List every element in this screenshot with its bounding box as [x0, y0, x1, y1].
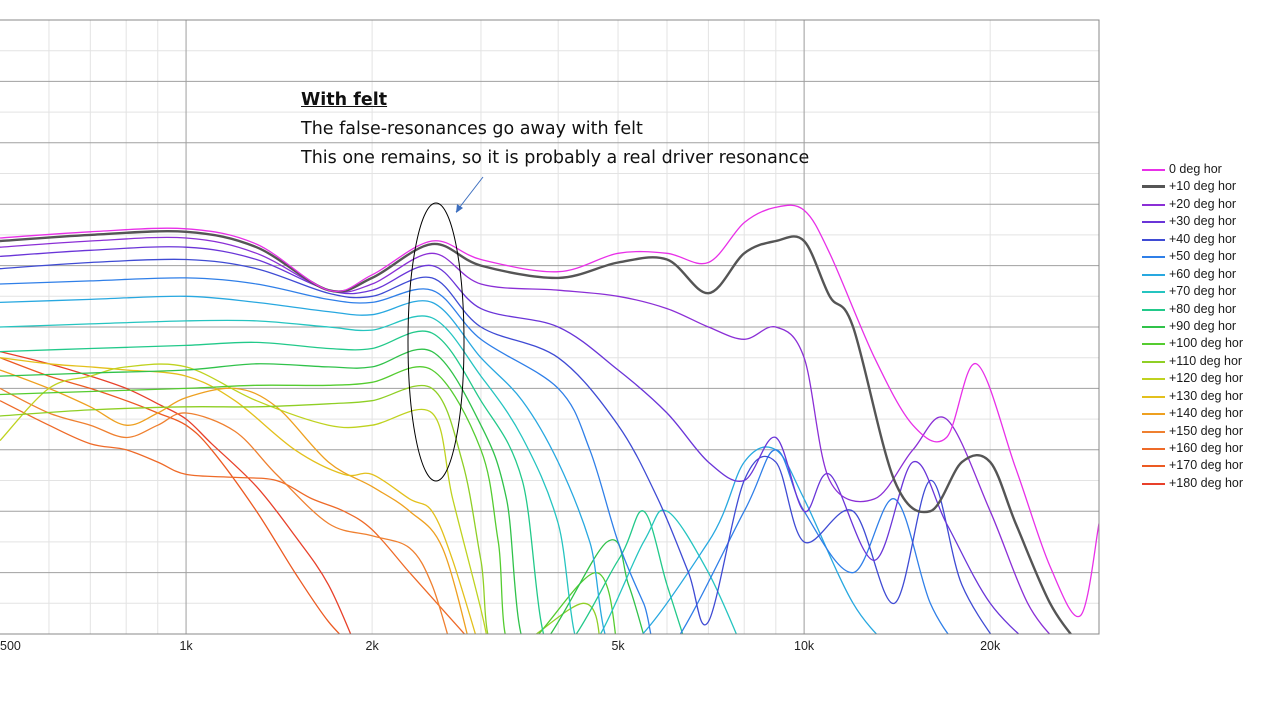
legend-entry: +40 deg hor — [1139, 231, 1279, 248]
legend-label: +90 deg hor — [1169, 318, 1237, 333]
legend-entry: +60 deg hor — [1139, 266, 1279, 283]
annotation-text-block: With felt The false-resonances go away w… — [301, 86, 809, 173]
legend-entry: +80 deg hor — [1139, 301, 1279, 318]
x-tick-label: 2k — [366, 639, 380, 653]
annotation-title: With felt — [301, 90, 388, 110]
legend-swatch — [1142, 482, 1165, 485]
legend-swatch — [1142, 465, 1165, 468]
series-line — [0, 357, 341, 634]
x-tick-label: 1k — [179, 639, 193, 653]
legend-entry: +150 deg hor — [1139, 423, 1279, 440]
legend-entry: +10 deg hor — [1139, 178, 1279, 195]
series-line — [0, 387, 449, 634]
legend-swatch — [1142, 343, 1165, 346]
series-line — [0, 204, 1099, 618]
series-line — [0, 258, 992, 634]
legend-label: +180 deg hor — [1169, 475, 1244, 490]
series-line — [0, 236, 1051, 634]
legend-swatch — [1142, 360, 1165, 363]
legend-entry: +50 deg hor — [1139, 248, 1279, 265]
series-line — [0, 330, 684, 634]
legend-label: 0 deg hor — [1169, 162, 1222, 176]
series-line — [0, 357, 477, 634]
x-tick-label: 500 — [0, 639, 21, 653]
legend-swatch — [1142, 378, 1165, 381]
x-tick-label: 20k — [980, 639, 1001, 653]
annotation-arrow-head — [456, 204, 463, 213]
legend-swatch — [1142, 203, 1165, 206]
x-tick-label: 5k — [611, 639, 625, 653]
series-line — [0, 363, 488, 634]
legend-label: +30 deg hor — [1169, 214, 1237, 229]
x-tick-label: 10k — [794, 639, 815, 653]
legend-swatch — [1142, 169, 1165, 171]
legend: 0 deg hor +10 deg hor +20 deg hor +30 deg h… — [1139, 161, 1279, 492]
x-axis-tick-labels: 500 1k 2k 5k 10k 20k — [0, 639, 1001, 653]
legend-swatch — [1142, 413, 1165, 416]
legend-swatch — [1142, 308, 1165, 311]
legend-label: +100 deg hor — [1169, 336, 1244, 351]
legend-swatch — [1142, 273, 1165, 276]
series-line — [0, 400, 466, 634]
legend-entry: +160 deg hor — [1139, 440, 1279, 457]
legend-swatch — [1142, 185, 1165, 189]
plot-frame — [0, 19, 1100, 635]
legend-entry: +90 deg hor — [1139, 318, 1279, 335]
annotation-overlay — [407, 176, 484, 482]
annotation-arrow-line — [455, 176, 484, 213]
legend-entry: +120 deg hor — [1139, 370, 1279, 387]
legend-swatch — [1142, 256, 1165, 259]
annotation-line-1: The false-resonances go away with felt — [301, 119, 643, 139]
legend-swatch — [1142, 221, 1165, 224]
legend-entry: +70 deg hor — [1139, 283, 1279, 300]
legend-entry: +180 deg hor — [1139, 475, 1279, 492]
series-line — [0, 348, 645, 634]
legend-label: +150 deg hor — [1169, 423, 1244, 438]
series-line — [0, 366, 617, 634]
legend-label: +120 deg hor — [1169, 371, 1244, 386]
legend-swatch — [1142, 430, 1165, 433]
series-line — [0, 384, 600, 634]
legend-swatch — [1142, 395, 1165, 398]
legend-entry: +20 deg hor — [1139, 196, 1279, 213]
legend-swatch — [1142, 291, 1165, 294]
legend-label: +140 deg hor — [1169, 406, 1244, 421]
legend-swatch — [1142, 238, 1165, 241]
legend-swatch — [1142, 448, 1165, 450]
legend-label: +40 deg hor — [1169, 231, 1237, 246]
series-line — [0, 230, 1073, 634]
legend-label: +10 deg hor — [1169, 179, 1237, 194]
legend-label: +20 deg hor — [1169, 196, 1237, 211]
legend-entry: +110 deg hor — [1139, 353, 1279, 370]
series-line — [0, 277, 949, 634]
legend-label: +130 deg hor — [1169, 388, 1244, 403]
resonance-highlight-ellipse — [407, 202, 465, 482]
legend-entry: +170 deg hor — [1139, 457, 1279, 474]
legend-entry: +100 deg hor — [1139, 335, 1279, 352]
legend-label: +80 deg hor — [1169, 301, 1237, 316]
legend-swatch — [1142, 325, 1165, 328]
legend-label: +50 deg hor — [1169, 249, 1237, 264]
legend-label: +110 deg hor — [1169, 353, 1243, 368]
series-line — [0, 315, 738, 634]
legend-entry: +30 deg hor — [1139, 213, 1279, 230]
annotation-line-2: This one remains, so it is probably a re… — [301, 148, 810, 168]
legend-label: +70 deg hor — [1169, 284, 1237, 299]
series-line — [0, 369, 468, 634]
series-line — [0, 246, 1020, 634]
legend-label: +170 deg hor — [1169, 458, 1244, 473]
legend-label: +60 deg hor — [1169, 266, 1237, 281]
response-curves — [0, 204, 1099, 634]
legend-entry: +140 deg hor — [1139, 405, 1279, 422]
legend-label: +160 deg hor — [1169, 441, 1244, 455]
legend-entry: +130 deg hor — [1139, 388, 1279, 405]
series-line — [0, 295, 878, 634]
legend-entry: 0 deg hor — [1139, 161, 1279, 178]
